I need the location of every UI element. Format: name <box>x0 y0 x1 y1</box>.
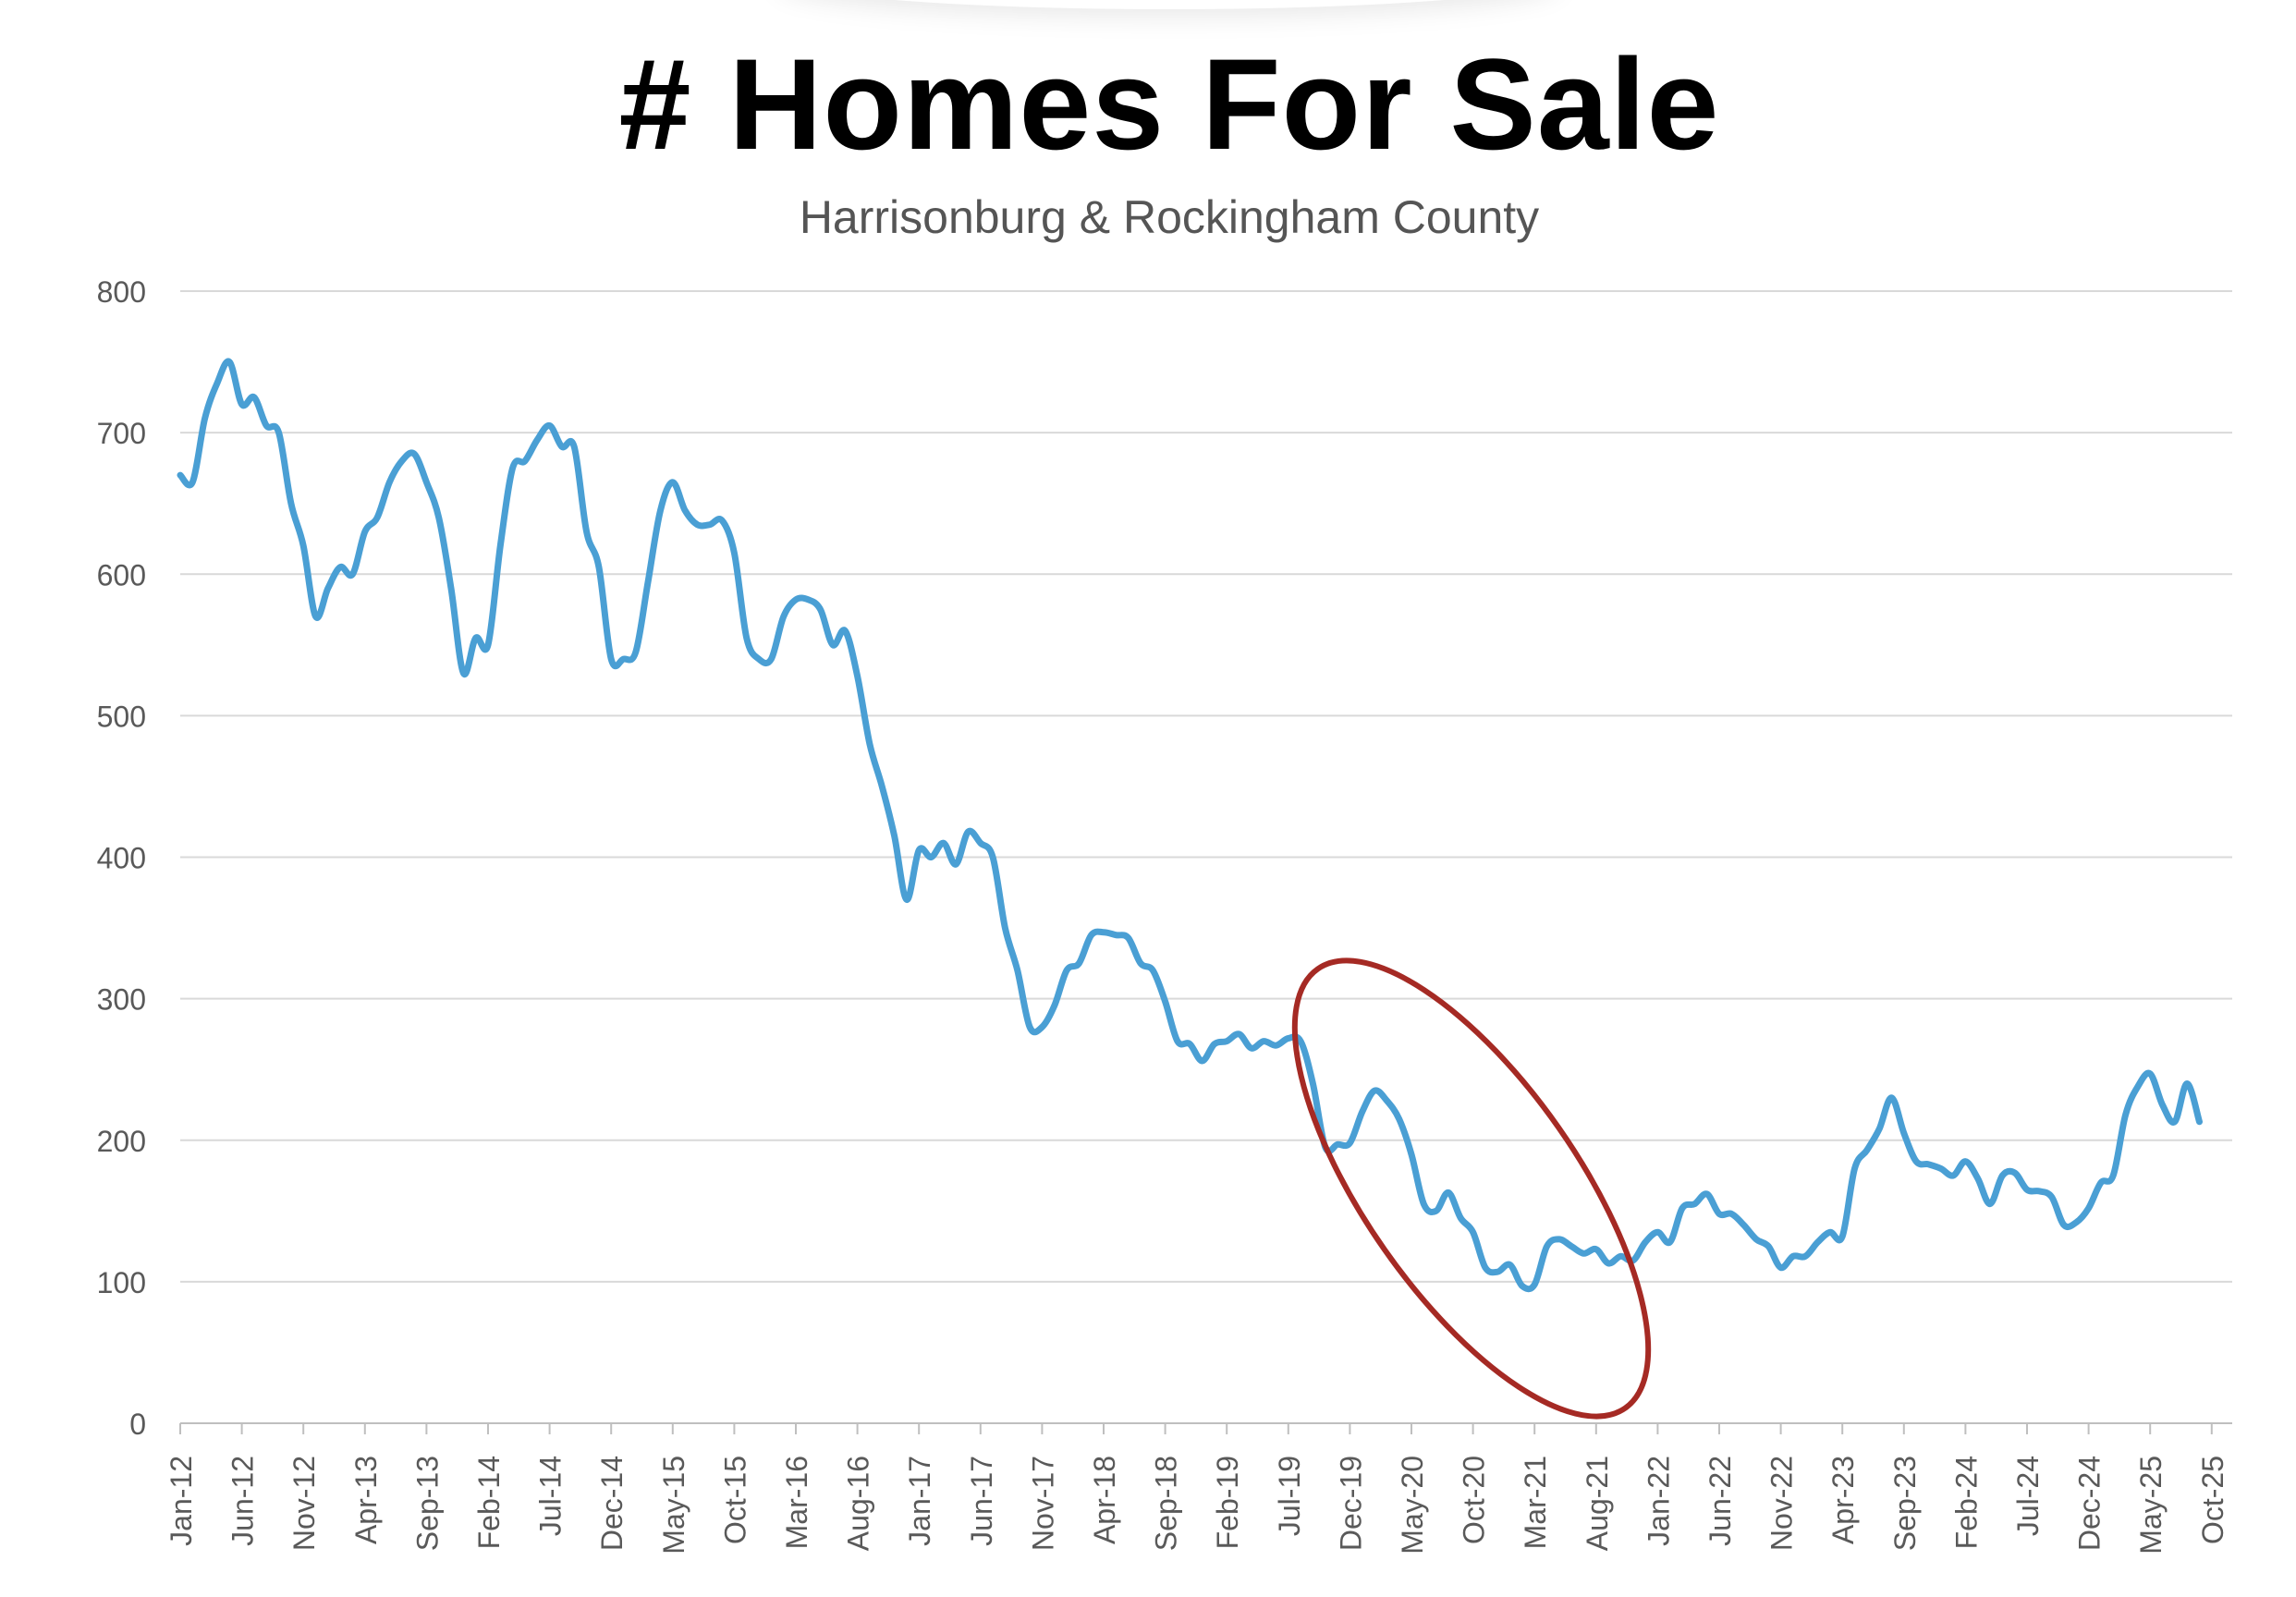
y-tick-label: 0 <box>129 1408 146 1441</box>
x-tick-label: Jun-17 <box>965 1456 998 1546</box>
x-tick-label: Nov-12 <box>287 1456 321 1551</box>
x-tick-label: Oct-25 <box>2196 1456 2229 1544</box>
x-tick-label: Jul-19 <box>1273 1456 1306 1536</box>
x-tick-label: Jan-12 <box>165 1456 198 1546</box>
gridlines <box>180 290 2232 1283</box>
x-tick-label: May-20 <box>1396 1456 1429 1554</box>
x-tick-label: Aug-21 <box>1581 1456 1614 1551</box>
x-tick-label: May-25 <box>2134 1456 2168 1554</box>
x-tick-label: Sep-18 <box>1150 1456 1183 1551</box>
x-tick-label: Jun-12 <box>226 1456 260 1546</box>
y-tick-label: 300 <box>97 983 146 1017</box>
x-tick-label: Oct-20 <box>1458 1456 1491 1544</box>
x-tick-label: Dec-19 <box>1334 1456 1367 1551</box>
top-shadow <box>776 0 1562 9</box>
x-tick-label: May-15 <box>657 1456 690 1554</box>
y-tick-label: 200 <box>97 1125 146 1158</box>
x-tick-label: Jan-17 <box>903 1456 936 1546</box>
y-tick-label: 800 <box>97 275 146 309</box>
x-tick-label: Feb-19 <box>1211 1456 1244 1549</box>
x-tick-label: Feb-24 <box>1949 1456 1983 1549</box>
y-tick-label: 500 <box>97 700 146 733</box>
chart-title: # Homes For Sale <box>618 31 1720 177</box>
x-tick-label: Apr-18 <box>1088 1456 1121 1544</box>
x-tick-label: Nov-22 <box>1765 1456 1799 1551</box>
x-tick-label: Sep-23 <box>1888 1456 1922 1551</box>
x-tick-label: Jun-22 <box>1704 1456 1737 1546</box>
x-tick-label: Mar-21 <box>1519 1456 1552 1549</box>
chart-subtitle: Harrisonburg & Rockingham County <box>799 191 1540 243</box>
annotation-ellipse <box>1291 957 1652 1420</box>
x-tick-label: Mar-16 <box>780 1456 813 1549</box>
y-tick-label: 100 <box>97 1266 146 1299</box>
y-tick-label: 700 <box>97 417 146 450</box>
x-tick-label: Nov-17 <box>1026 1456 1059 1551</box>
x-tick-label: Jul-14 <box>534 1456 568 1536</box>
x-tick-label: Oct-15 <box>718 1456 751 1544</box>
y-axis-ticks: 0 100 200 300 400 500 600 700 800 <box>97 275 146 1441</box>
x-axis-ticks: Jan-12 Jun-12 Nov-12 Apr-13 Sep-13 Feb-14 Jul-… <box>165 1423 2229 1554</box>
y-tick-label: 400 <box>97 842 146 875</box>
series-line <box>177 358 2203 1293</box>
y-tick-label: 600 <box>97 558 146 591</box>
x-tick-label: Apr-13 <box>349 1456 383 1544</box>
x-tick-label: Jul-24 <box>2011 1456 2045 1536</box>
x-tick-label: Dec-14 <box>595 1456 629 1551</box>
x-tick-label: Dec-24 <box>2073 1456 2107 1551</box>
x-tick-label: Apr-23 <box>1826 1456 1860 1544</box>
x-tick-label: Feb-14 <box>472 1456 506 1549</box>
x-tick-label: Aug-16 <box>842 1456 875 1551</box>
x-tick-label: Jan-22 <box>1642 1456 1675 1546</box>
x-tick-label: Sep-13 <box>410 1456 444 1551</box>
